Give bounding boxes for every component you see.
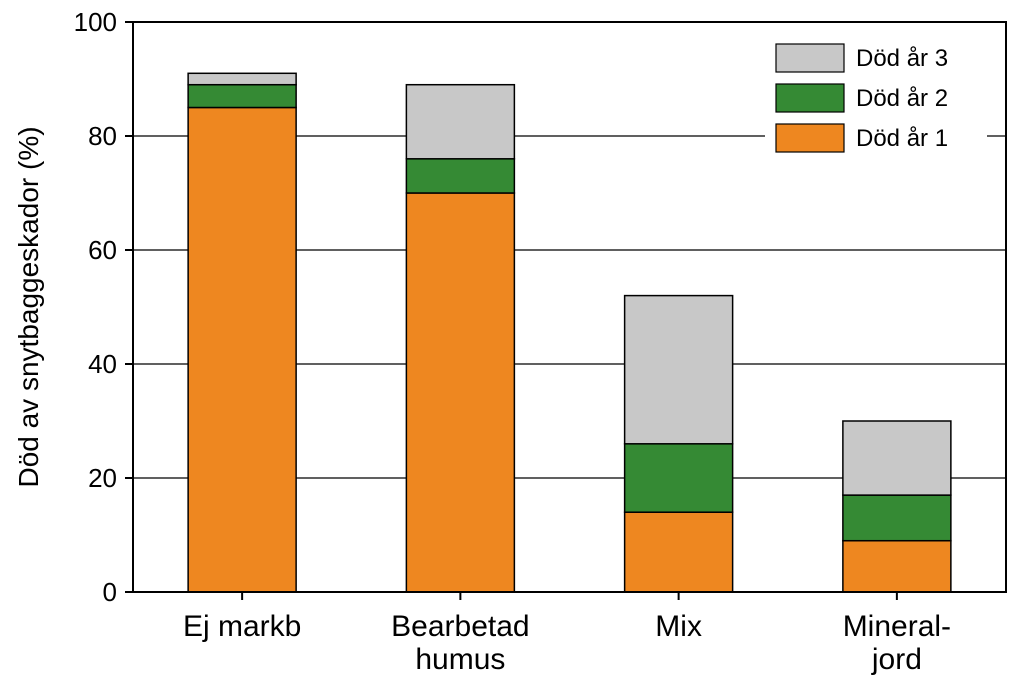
y-axis-title: Död av snytbaggeskador (%) (13, 126, 44, 487)
bar-segment (187, 83, 297, 109)
legend-entry-label: Död år 2 (856, 85, 948, 112)
bar-segment (842, 494, 952, 542)
bar-segment (187, 72, 297, 86)
y-axis-ticks: 0 20 40 60 80 100 (74, 7, 133, 607)
legend-swatch (775, 83, 845, 113)
y-tick-label: 40 (88, 349, 117, 379)
x-tick-label: Mix (655, 610, 702, 643)
x-tick-label: Mineral- (843, 610, 951, 643)
bar-segment (405, 83, 516, 160)
bar-segment (623, 294, 734, 445)
x-tick-label: Ej markb (183, 610, 301, 643)
y-tick-label: 0 (103, 577, 117, 607)
legend-entry-label: Död år 1 (856, 125, 948, 152)
bars (187, 72, 952, 593)
x-tick-label: humus (415, 643, 505, 676)
y-tick-label: 20 (88, 463, 117, 493)
legend: Död år 3 Död år 2 Död år 1 (765, 34, 987, 160)
bar-segment (842, 420, 952, 496)
plot-frame (132, 21, 1007, 593)
y-tick-label: 100 (74, 7, 117, 37)
bar-segment (187, 106, 297, 593)
bar-segment (623, 511, 734, 593)
y-tick-label: 80 (88, 121, 117, 151)
x-tick-label: jord (871, 643, 922, 676)
legend-swatch (775, 43, 845, 73)
bar-segment (405, 158, 516, 194)
x-tick-label: Bearbetad (391, 610, 529, 643)
bar-segment (405, 192, 516, 593)
legend-swatch (775, 123, 845, 153)
bar-segment (842, 539, 952, 593)
y-tick-label: 60 (88, 235, 117, 265)
bar-segment (623, 443, 734, 513)
legend-entry-label: Död år 3 (856, 45, 948, 72)
